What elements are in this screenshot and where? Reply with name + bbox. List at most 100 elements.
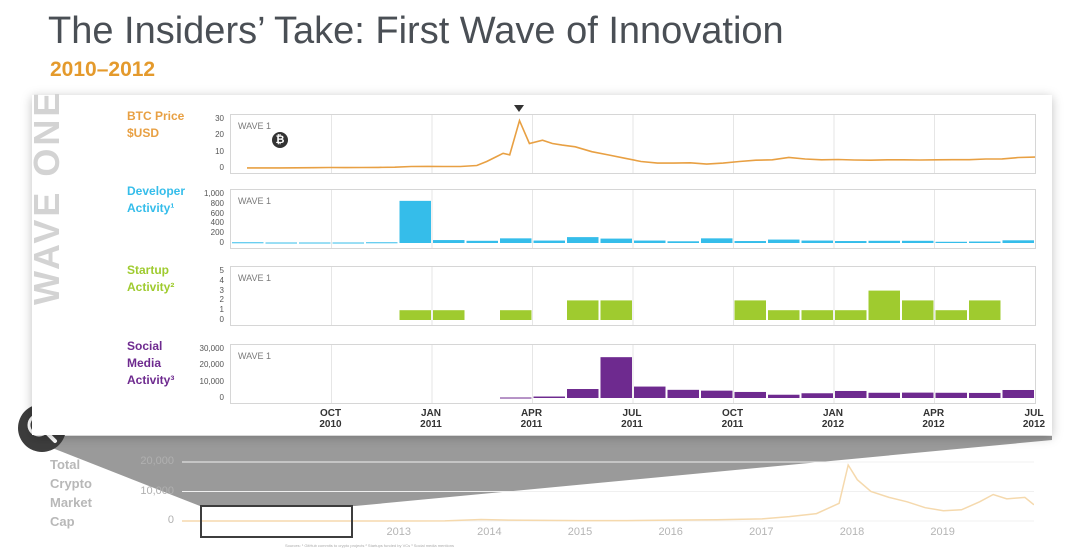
x-tick-year: 2011 (520, 419, 543, 430)
startup-activity-bar (734, 300, 766, 320)
startup-activity-bar (433, 310, 465, 320)
y-tick-label: 400 (210, 218, 224, 228)
wave-tag: WAVE 1 (238, 121, 272, 131)
y-tick-label: 30,000 (199, 344, 224, 353)
developer-activity-bar (500, 238, 532, 243)
x-tick-year: 2012 (1022, 419, 1046, 430)
social-media-activity-bar (768, 394, 800, 398)
startup-activity-bar (868, 290, 900, 320)
market-cap-x-tick: 2014 (477, 526, 502, 538)
btc-price-chart: WAVE 1 (230, 114, 1036, 174)
peak-marker-icon (513, 105, 524, 112)
market-cap-x-tick: 2016 (658, 526, 683, 538)
startup-activity-bar (969, 300, 1001, 320)
developer-activity-bar (768, 239, 800, 243)
startup-label: Startup Activity² (127, 262, 174, 296)
social-media-activity-bar (600, 357, 632, 398)
social-media-activity-bar (533, 396, 565, 398)
social-media-activity-bar (902, 392, 934, 398)
dev-label-line: Activity¹ (127, 201, 175, 215)
startup-activity-bar (768, 310, 800, 320)
developer-activity-bar (466, 240, 498, 243)
developer-activity-bar (600, 238, 632, 243)
market-cap-label-line: Total (50, 457, 81, 472)
developer-activity-bar (969, 241, 1001, 243)
market-cap-y-tick: 10,000 (140, 484, 174, 497)
y-tick-label: 1,000 (203, 189, 224, 198)
social-media-activity-bar (667, 389, 699, 398)
y-tick-label: 30 (215, 114, 224, 123)
developer-activity-bar (265, 242, 297, 244)
btc-label-line: BTC Price (127, 109, 185, 123)
startup-activity-chart: WAVE 1 (230, 266, 1036, 326)
wave-tag: WAVE 1 (238, 273, 272, 283)
x-tick-label: OCT 2011 (703, 408, 763, 430)
social-media-activity-bar (835, 390, 867, 398)
startup-activity-bar (835, 310, 867, 320)
btc-label: BTC Price $USD (127, 108, 184, 142)
startup-label-line: Activity² (127, 280, 175, 294)
social-media-activity-bar (969, 392, 1001, 398)
market-cap-label-line: Market (50, 495, 92, 510)
social-media-activity-bar (634, 386, 666, 398)
developer-activity-bar (366, 242, 398, 244)
developer-activity-bar (567, 237, 599, 243)
market-cap-label: Total Crypto Market Cap (50, 455, 92, 531)
y-tick-label: 5 (219, 266, 224, 275)
startup-activity-plot (331, 267, 1001, 325)
y-tick-label: 0 (219, 238, 224, 247)
x-tick-label: APR 2011 (502, 408, 562, 430)
market-cap-x-tick: 2013 (386, 526, 412, 538)
x-tick-year: 2011 (621, 419, 643, 430)
x-tick-label: JAN 2011 (401, 408, 461, 430)
x-tick-label: JUL 2011 (602, 408, 662, 430)
social-media-activity-chart: WAVE 1 (230, 344, 1036, 404)
developer-activity-bar (835, 241, 867, 243)
y-tick-label: 0 (219, 393, 224, 402)
x-tick-month: OCT (721, 408, 744, 419)
x-tick-month: APR (922, 408, 945, 419)
bitcoin-icon: ₿ (272, 132, 288, 148)
market-cap-y-tick: 0 (167, 514, 174, 526)
startup-activity-bar (399, 310, 431, 320)
developer-activity-bar (868, 240, 900, 243)
developer-activity-plot (232, 190, 1034, 248)
developer-activity-bar (399, 200, 431, 243)
social-media-activity-bar (701, 390, 733, 398)
social-media-activity-bar (801, 393, 833, 398)
social-media-activity-bar (734, 391, 766, 398)
developer-activity-bar (902, 240, 934, 243)
y-tick-label: 2 (219, 295, 224, 305)
developer-activity-bar (533, 240, 565, 243)
x-tick-month: JAN (420, 408, 441, 419)
y-tick-label: 200 (210, 228, 224, 238)
developer-activity-bar (734, 241, 766, 243)
social-label-line: Media (127, 356, 162, 370)
developer-activity-chart: WAVE 1 (230, 189, 1036, 249)
developer-activity-bar (701, 238, 733, 243)
market-cap-x-tick: 2018 (839, 526, 865, 538)
startup-activity-bar (567, 300, 599, 320)
wave-tag: WAVE 1 (238, 196, 272, 206)
x-tick-label: OCT 2010 (301, 408, 361, 430)
x-tick-month: OCT (319, 408, 342, 419)
startup-activity-bar (935, 310, 967, 320)
social-label: Social Media Activity³ (127, 338, 174, 389)
zoom-selection-box[interactable] (200, 505, 353, 538)
x-tick-month: JAN (822, 408, 843, 419)
dev-label: Developer Activity¹ (127, 183, 185, 217)
y-tick-label: 10 (215, 146, 224, 156)
y-tick-label: 1 (219, 305, 224, 315)
btc-price-plot (247, 115, 1035, 173)
x-tick-month: JUL (622, 408, 642, 419)
wave-tag: WAVE 1 (238, 351, 272, 361)
social-media-activity-bar (500, 397, 532, 399)
x-tick-year: 2011 (721, 419, 744, 430)
x-tick-year: 2010 (319, 419, 342, 430)
x-tick-year: 2012 (821, 419, 845, 430)
market-cap-chart (182, 461, 1034, 522)
developer-activity-bar (1002, 240, 1034, 243)
developer-activity-bar (232, 242, 264, 244)
social-media-activity-bar (935, 392, 967, 398)
page-title: The Insiders’ Take: First Wave of Innova… (48, 10, 784, 52)
